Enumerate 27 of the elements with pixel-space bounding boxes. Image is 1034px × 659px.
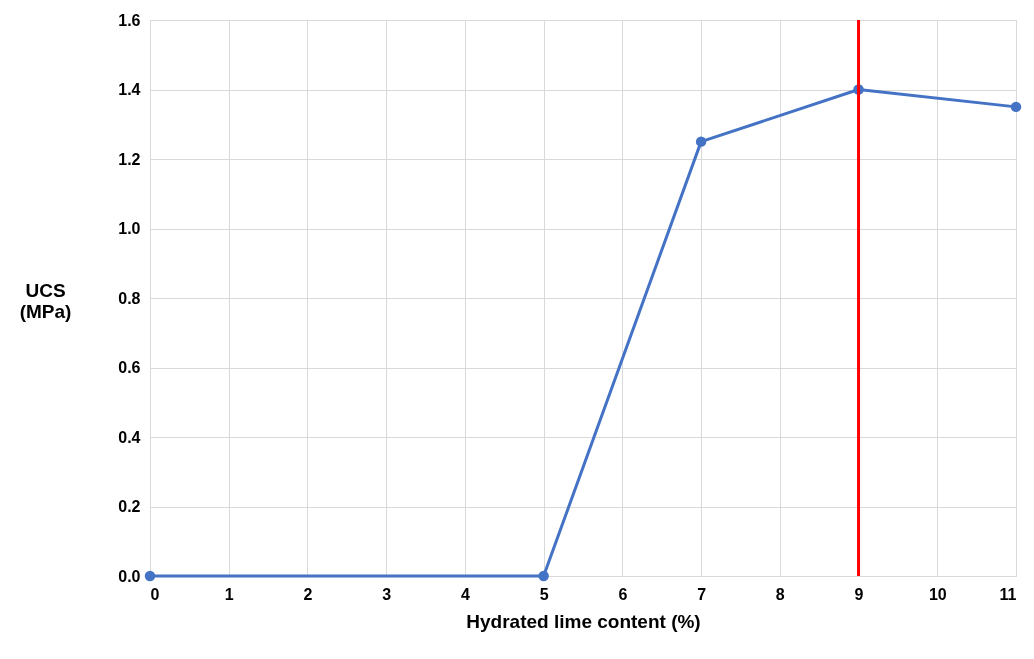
y-tick-label: 0.0 bbox=[118, 567, 141, 585]
point bbox=[1010, 101, 1022, 113]
y-tick-label: 1.4 bbox=[118, 81, 141, 98]
x-tick-label: 0 bbox=[150, 585, 160, 603]
x-tick-label: 1 bbox=[224, 585, 234, 603]
x-tick-label: 7 bbox=[697, 585, 707, 603]
x-tick-label: 4 bbox=[460, 585, 470, 603]
y-tick-label: 1.2 bbox=[118, 150, 141, 168]
y-axis-title: UCS (MPa) bbox=[19, 279, 72, 322]
y-tick-label: 0.6 bbox=[118, 359, 141, 376]
point bbox=[538, 570, 549, 582]
y-tick-label: 1.6 bbox=[118, 11, 141, 29]
x-tick-label: 10 bbox=[928, 585, 947, 603]
y-tick-label: 0.8 bbox=[118, 289, 141, 307]
x-tick-label: 5 bbox=[539, 585, 549, 603]
x-tick-label: 8 bbox=[775, 585, 785, 603]
point bbox=[695, 136, 707, 147]
x-tick-label: 11 bbox=[999, 585, 1017, 603]
x-axis-title: Hydrated lime content (%) bbox=[466, 610, 701, 632]
y-tick-label: 1.0 bbox=[118, 220, 141, 237]
x-tick-label: 9 bbox=[854, 585, 864, 603]
y-tick-label: 0.4 bbox=[118, 428, 141, 446]
point bbox=[144, 570, 156, 582]
x-tick-label: 6 bbox=[618, 585, 628, 603]
x-tick-label: 2 bbox=[303, 585, 313, 603]
y-tick-label: 0.2 bbox=[118, 498, 141, 515]
x-tick-label: 3 bbox=[382, 585, 392, 603]
